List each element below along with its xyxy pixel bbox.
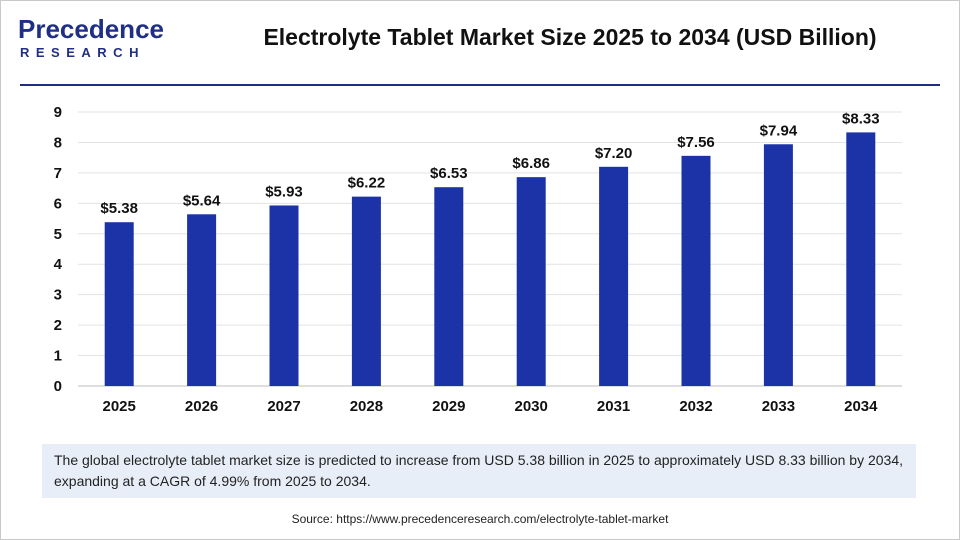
header-divider [20, 84, 940, 86]
x-tick-label: 2025 [103, 398, 136, 415]
bar [104, 222, 134, 386]
y-tick-label: 8 [54, 134, 62, 151]
bar [599, 166, 629, 386]
logo-wordmark: Precedence [18, 14, 164, 44]
bar-value-label: $6.53 [430, 165, 468, 182]
y-tick-label: 2 [54, 317, 62, 334]
summary-note: The global electrolyte tablet market siz… [42, 444, 916, 498]
bar-value-label: $7.56 [677, 134, 715, 151]
logo-subtitle: RESEARCH [20, 45, 145, 60]
y-tick-label: 7 [54, 165, 62, 182]
bar-value-label: $5.64 [183, 192, 221, 209]
x-tick-label: 2034 [844, 398, 878, 415]
bar-chart: 0 1 2 3 4 5 6 7 8 9 $5.38 2025 $5.64 2026 $5.93 2027 $6.… [54, 104, 902, 415]
bar-value-label: $6.22 [348, 175, 386, 192]
bar [763, 144, 793, 386]
x-tick-label: 2029 [432, 398, 465, 415]
y-tick-label: 1 [54, 348, 62, 365]
x-tick-label: 2031 [597, 398, 630, 415]
bar [269, 205, 299, 386]
x-tick-label: 2030 [515, 398, 548, 415]
y-tick-label: 5 [54, 226, 62, 243]
bar [187, 214, 217, 386]
bar [434, 187, 464, 386]
y-tick-label: 0 [54, 378, 62, 395]
bar-value-label: $8.33 [842, 110, 880, 127]
bar-value-label: $5.93 [265, 183, 303, 200]
bar-value-label: $7.94 [760, 122, 798, 139]
brand-logo: Precedence RESEARCH [18, 14, 168, 64]
y-tick-label: 9 [54, 104, 62, 121]
y-tick-label: 6 [54, 195, 62, 212]
x-tick-label: 2032 [679, 398, 712, 415]
bar [516, 177, 546, 386]
y-tick-label: 3 [54, 287, 62, 304]
chart-title: Electrolyte Tablet Market Size 2025 to 2… [263, 24, 877, 50]
bar [351, 196, 381, 386]
bar [846, 132, 876, 386]
x-tick-label: 2026 [185, 398, 218, 415]
bar-value-label: $6.86 [512, 155, 550, 172]
header: Precedence RESEARCH Electrolyte Tablet M… [0, 0, 960, 78]
bar-value-label: $5.38 [100, 200, 138, 217]
bar-value-label: $7.20 [595, 145, 633, 162]
bar [681, 155, 711, 386]
source-citation: Source: https://www.precedenceresearch.c… [291, 512, 669, 526]
x-tick-label: 2028 [350, 398, 383, 415]
x-tick-label: 2033 [762, 398, 795, 415]
x-tick-label: 2027 [267, 398, 300, 415]
y-tick-label: 4 [54, 256, 63, 273]
